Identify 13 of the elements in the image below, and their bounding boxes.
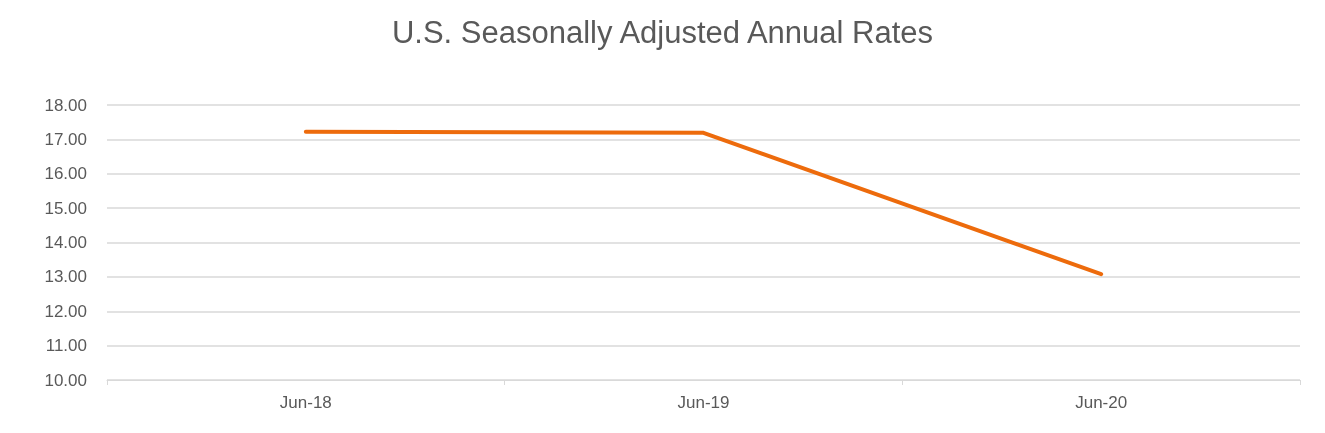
x-tick-label: Jun-18: [279, 393, 332, 412]
y-tick-label: 11.00: [45, 336, 87, 356]
chart-title: U.S. Seasonally Adjusted Annual Rates: [391, 15, 934, 50]
y-tick-label: 10.00: [44, 370, 87, 390]
y-tick-label: 13.00: [44, 267, 87, 287]
y-tick-label: 12.00: [44, 301, 87, 321]
y-tick-label: 18.00: [44, 95, 87, 115]
x-tick-label: Jun-20: [1075, 393, 1128, 412]
y-tick-label: 16.00: [44, 164, 87, 184]
y-tick-label: 15.00: [44, 198, 87, 218]
y-tick-label: 17.00: [44, 129, 87, 149]
x-tick-label: Jun-19: [677, 393, 730, 412]
y-tick-label: 14.00: [44, 233, 87, 252]
